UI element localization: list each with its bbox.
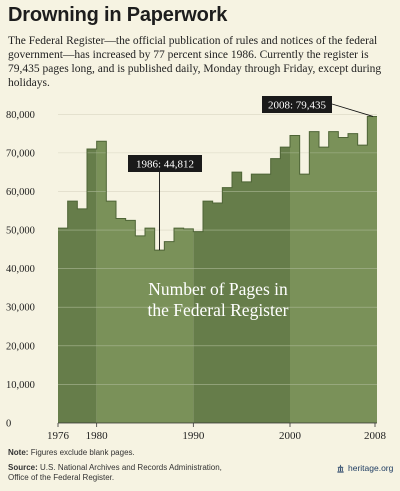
decade-band xyxy=(96,116,194,423)
source-line-1: U.S. National Archives and Records Admin… xyxy=(40,463,222,472)
overlay-label-line-2: the Federal Register xyxy=(148,300,289,320)
decade-band xyxy=(193,116,290,423)
area-series xyxy=(58,115,377,423)
capitol-icon xyxy=(337,463,344,473)
annotation-label-2008: 2008: 79,435 xyxy=(268,100,327,112)
x-tick-label: 1990 xyxy=(182,430,205,442)
y-tick-label: 70,000 xyxy=(6,148,35,159)
y-tick-label: 20,000 xyxy=(6,341,35,352)
x-axis: 1976 1980 1990 2000 2008 xyxy=(47,422,387,442)
x-tick-label: 2008 xyxy=(364,430,387,442)
annotation-leader xyxy=(331,103,374,117)
chart-description: The Federal Register—the official public… xyxy=(8,35,382,89)
y-tick-label: 0 xyxy=(6,419,11,430)
overlay-label-line-1: Number of Pages in xyxy=(148,279,288,299)
brand[interactable]: heritage.org xyxy=(336,463,393,473)
series-line xyxy=(58,115,377,251)
annotations: 1986: 44,812 2008: 79,435 xyxy=(128,96,374,251)
brand-label: heritage.org xyxy=(348,463,394,473)
y-axis: 0 10,000 20,000 30,000 40,000 50,000 60,000 70,… xyxy=(6,110,35,430)
decade-band xyxy=(58,116,97,423)
x-tick-label: 1980 xyxy=(86,430,109,442)
source: Source: U.S. National Archives and Recor… xyxy=(8,463,308,483)
x-tick-label: 2000 xyxy=(279,430,302,442)
source-label: Source: xyxy=(8,463,38,472)
annotation-box xyxy=(262,96,332,113)
y-tick-label: 40,000 xyxy=(6,264,35,275)
y-tick-label: 30,000 xyxy=(6,303,35,314)
note-text: Figures exclude blank pages. xyxy=(30,448,135,457)
annotation-label-1986: 1986: 44,812 xyxy=(136,159,194,171)
chart-title: Drowning in Paperwork xyxy=(8,4,228,26)
annotation-box xyxy=(128,155,202,172)
x-tick-label: 1976 xyxy=(47,430,70,442)
decade-band xyxy=(290,116,377,423)
source-line-2: Office of the Federal Register. xyxy=(8,473,115,482)
footnote: Note: Figures exclude blank pages. xyxy=(8,448,135,457)
y-tick-label: 80,000 xyxy=(6,110,35,121)
y-tick-label: 60,000 xyxy=(6,187,35,198)
y-tick-label: 10,000 xyxy=(6,380,35,391)
y-tick-label: 50,000 xyxy=(6,226,35,237)
note-label: Note: xyxy=(8,448,29,457)
